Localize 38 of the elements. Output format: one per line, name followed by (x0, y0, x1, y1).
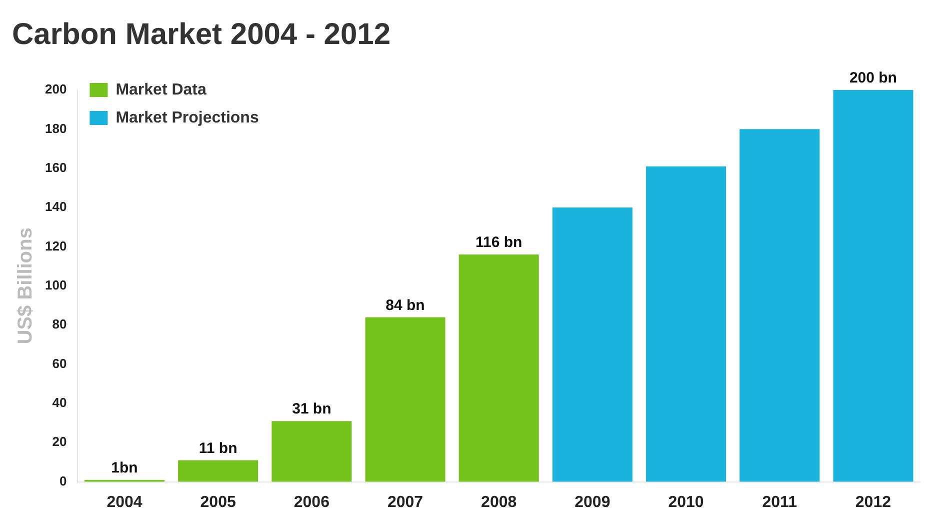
legend-label: Market Projections (116, 109, 259, 126)
y-axis-title: US$ Billions (14, 228, 37, 344)
legend-label: Market Data (116, 81, 206, 98)
x-tick-label: 2009 (574, 494, 610, 511)
x-tick-label: 2008 (481, 494, 517, 511)
y-tick-label: 140 (44, 199, 67, 214)
x-tick-label: 2012 (855, 494, 892, 511)
bar (365, 317, 446, 482)
y-tick-label: 0 (59, 473, 67, 488)
data-label: 200 bn (849, 70, 897, 87)
y-tick-label: 180 (44, 120, 67, 136)
bar (740, 129, 820, 482)
bar (272, 421, 352, 482)
x-tick-label: 2010 (668, 494, 704, 511)
y-tick-label: 20 (52, 434, 67, 450)
x-tick-label: 2007 (387, 494, 424, 511)
y-tick-label: 40 (52, 395, 67, 410)
y-tick-label: 80 (52, 316, 67, 332)
x-tick-label: 2006 (294, 494, 330, 511)
data-label: 11 bn (198, 440, 238, 457)
y-tick-label: 100 (44, 277, 67, 292)
bar (833, 90, 914, 482)
y-tick-label: 200 (44, 82, 67, 97)
bar (458, 254, 539, 482)
y-tick-label: 60 (52, 356, 67, 371)
x-tick-label: 2005 (200, 494, 236, 511)
x-tick-label: 2011 (762, 494, 798, 511)
data-label: 116 bn (475, 234, 522, 252)
y-tick-label: 120 (44, 238, 67, 254)
y-tick-label: 160 (44, 160, 67, 175)
data-label: 84 bn (386, 296, 425, 314)
bar (646, 166, 726, 482)
bar (552, 208, 632, 482)
bar (178, 460, 258, 482)
chart-title: Carbon Market 2004 - 2012 (12, 18, 391, 52)
data-label: 31 bn (292, 400, 332, 418)
data-label: 1bn (111, 459, 138, 476)
x-tick-label: 2004 (106, 494, 142, 511)
